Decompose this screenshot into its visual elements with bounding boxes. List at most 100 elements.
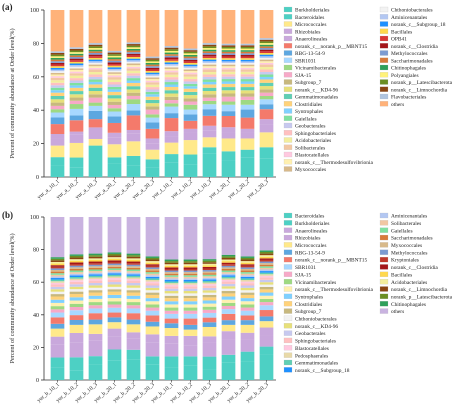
bar-segment-chitinophagales [107, 57, 122, 60]
bar-segment-clostridiales [126, 292, 141, 296]
bar-segment-blastocatellales [107, 278, 122, 280]
bar-segment-bacillales [88, 57, 103, 60]
bar-segment-myxococcales [164, 67, 179, 69]
bar-segment-solibacterales [164, 72, 179, 75]
bar-segment-chthoniobacterales [126, 61, 141, 64]
bar-segment-norank-p-latescibacterota [126, 45, 141, 48]
bar-segment-gaiellales [164, 82, 179, 85]
bar-segment-norank-c-limnochordia [221, 45, 236, 47]
bar-segment-norank-c-clostridia [221, 54, 236, 57]
legend-label: norank_c__Clostridia [391, 265, 438, 271]
bar-segment-vicinamibacterales [164, 307, 179, 311]
bar-segment-gemmatimonadales [202, 87, 217, 92]
bar-segment-sphingobacteriales [259, 277, 274, 280]
bar-segment-norank-c-clostridia [221, 262, 236, 265]
bar-segment-norank-c-clostridia [145, 67, 160, 70]
bar-segment-acidobacteriales [107, 257, 122, 259]
bar-segment-solibacterales [69, 73, 84, 76]
bar-segment-subgroup-7 [69, 291, 84, 295]
bar-segment-geobacterales [240, 76, 255, 80]
legend-label: OPB41 [391, 37, 407, 43]
bar-segment-solibacterales [126, 271, 141, 273]
bar-segment-subgroup-7 [126, 92, 141, 96]
bar-segment-aminicenantales [259, 269, 274, 272]
bar-segment-anaerolineales [69, 131, 84, 135]
bar-segment-norank-c-norank-p-mbnt15 [202, 115, 217, 126]
bar-segment-bacillales [202, 57, 217, 60]
bar-segment-blastocatellales [69, 280, 84, 282]
bar-segment-flavobacteriales [183, 48, 198, 51]
bar-segment-syntrophales [240, 81, 255, 84]
bar-segment-syntrophales [145, 94, 160, 97]
bar-segment-clostridiales [50, 92, 65, 96]
bar-segment-norank-c-kd4-96 [126, 285, 141, 288]
legend-label: SBR1031 [295, 265, 316, 271]
legend-label: Gemmatimonadales [295, 95, 338, 101]
legend-label: Anaerolineales [295, 228, 327, 234]
bar-segment-micrococcales [145, 326, 160, 335]
bar-segment-norank-p-latescibacterota [164, 49, 179, 51]
bar-segment-norank-c-clostridia [164, 57, 179, 60]
bar-segment-bacteroidales [88, 145, 103, 156]
bar-segment-norank-c-thermodesulfovibrionia [145, 301, 160, 305]
bar-segment-syntrophales [69, 85, 84, 88]
bar-segment-acidobacteriales [183, 264, 198, 266]
bar-segment-chthoniobacterales [88, 287, 103, 291]
legend-swatch [283, 301, 293, 307]
bar-segment-gemmatimonadales [50, 95, 65, 100]
bar-segment-chthoniobacterales [259, 284, 274, 287]
legend-swatch [283, 101, 293, 107]
bar-segment-blastocatellales [126, 66, 141, 69]
bar-segment-saccharimonadales [88, 267, 103, 270]
bar-segment-subgroup-7 [183, 295, 198, 299]
legend-swatch [283, 137, 293, 143]
bar-segment-norank-c-thermodesulfovibrionia [164, 68, 179, 71]
bar-segment-norank-c-clostridia [183, 59, 198, 62]
y-tick-label: 100 [30, 215, 39, 221]
bar-segment-myxococcales [259, 59, 274, 62]
legend-swatch [283, 315, 293, 321]
bar-segment-norank-c-norank-p-mbnt15 [107, 312, 122, 318]
bar-segment-norank-c-norank-p-mbnt15 [164, 118, 179, 132]
bar-segment-sbr1031 [50, 312, 65, 318]
bar-segment-geobacterales [202, 287, 217, 291]
bar-segment-clostridiales [126, 82, 141, 87]
legend-label: Vicinamibacterales [295, 280, 336, 286]
bar-segment-chitinophagales [69, 53, 84, 56]
bar-segment-norank-p-latescibacterota [183, 51, 198, 54]
bar-segment-aminicenantales [107, 68, 122, 71]
bar-segment-methylococcales [69, 265, 84, 268]
bar-segment-bacillales [145, 71, 160, 73]
bar-segment-clostridiales [107, 291, 122, 295]
bar-segment-blastocatellales [240, 281, 255, 284]
legend-label: norank_c__KD4-96 [295, 87, 338, 93]
bar-segment-opb41 [183, 61, 198, 63]
bar-segment-acidobacteriales [202, 263, 217, 266]
bar-segment-bacillales [126, 57, 141, 59]
bar-segment-burkholderiales [164, 162, 179, 177]
bar-segment-kryptoniales [50, 266, 65, 269]
bar-segment-bacteroidales [164, 367, 179, 380]
bar-segment-kryptoniales [145, 265, 160, 268]
bar-segment-subgroup-7 [107, 289, 122, 292]
bar-segment-geobacterales [107, 282, 122, 285]
bar-segment-methylococcales [259, 261, 274, 264]
bar-segment-subgroup-7 [221, 93, 236, 97]
bar-segment-burkholderiales [202, 153, 217, 177]
bar-segment-gemmatimonadales [240, 87, 255, 91]
bar-segment-kryptoniales [183, 268, 198, 271]
bar-segment-opb41 [88, 56, 103, 58]
bar-segment-rbg-13-54-9 [164, 113, 179, 119]
bar-segment-subgroup-7 [221, 291, 236, 294]
bar-segment-clostridiales [88, 292, 103, 296]
bar-segment-bacillales [50, 66, 65, 68]
bar-segment-bacillales [88, 259, 103, 262]
bar-segment-sja-15 [126, 95, 141, 100]
bar-segment-sbr1031 [202, 104, 217, 110]
bar-segment-norank-c-thermodesulfovibrionia [221, 66, 236, 68]
bar-segment-bacteroidales [50, 157, 65, 166]
bar-segment-saccharimonadales [145, 270, 160, 273]
bar-segment-sja-15 [221, 305, 236, 310]
bar-segment-geobacterales [126, 75, 141, 79]
bar-segment-gaiellales [88, 79, 103, 82]
